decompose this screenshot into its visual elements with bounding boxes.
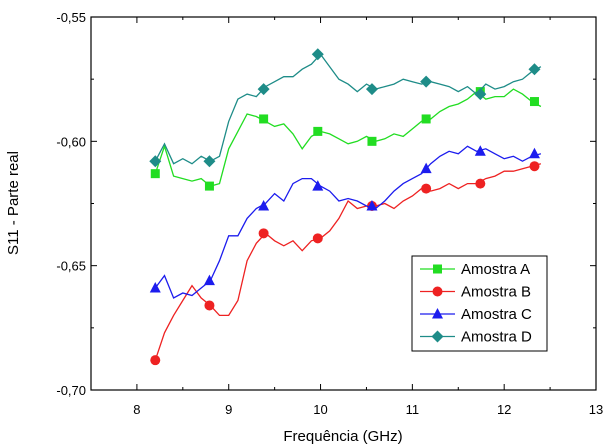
x-axis-label: Frequência (GHz) — [283, 428, 402, 445]
legend-marker — [432, 308, 443, 319]
data-point-amostra-d — [474, 88, 487, 101]
x-tick-label: 10 — [313, 402, 327, 417]
x-tick-label: 13 — [589, 402, 603, 417]
legend-marker — [432, 286, 443, 297]
series-amostra-a — [150, 87, 542, 191]
data-point-amostra-d — [257, 83, 270, 96]
series-amostra-c — [149, 145, 542, 299]
series-amostra-d — [149, 48, 542, 168]
data-point-amostra-b — [475, 178, 486, 189]
legend-label: Amostra B — [461, 284, 531, 301]
data-point-amostra-b — [258, 228, 269, 239]
data-point-amostra-c — [366, 199, 378, 211]
data-point-amostra-b — [150, 355, 161, 366]
data-point-amostra-a — [259, 114, 269, 124]
x-tick-label: 12 — [497, 402, 511, 417]
data-point-amostra-d — [311, 48, 324, 61]
y-axis-label: S11 - Parte real — [5, 151, 22, 255]
data-point-amostra-c — [420, 162, 432, 174]
series-amostra-b — [150, 161, 542, 366]
data-point-amostra-a — [204, 181, 214, 191]
data-point-amostra-d — [420, 75, 433, 88]
data-point-amostra-c — [528, 147, 540, 159]
series-layer — [149, 48, 542, 366]
data-point-amostra-a — [367, 136, 377, 146]
legend-label: Amostra D — [461, 329, 532, 346]
data-point-amostra-c — [149, 282, 161, 293]
x-tick-label: 11 — [406, 402, 420, 417]
y-tick-label: -0,70 — [56, 383, 86, 398]
legend-entry-amostra-b: Amostra B — [420, 284, 531, 301]
y-tick-label: -0,55 — [56, 10, 86, 25]
legend-marker — [431, 330, 444, 343]
legend-entry-amostra-c: Amostra C — [420, 306, 532, 323]
data-point-amostra-a — [313, 126, 323, 136]
y-tick-label: -0,65 — [56, 259, 86, 274]
legend-marker — [433, 264, 442, 274]
data-point-amostra-d — [149, 155, 162, 168]
data-point-amostra-d — [203, 155, 216, 168]
legend-label: Amostra C — [461, 306, 532, 323]
data-point-amostra-b — [529, 161, 540, 172]
legend: Amostra A Amostra B Amostra C Amostra D — [411, 255, 548, 352]
legend-entry-amostra-d: Amostra D — [420, 329, 532, 346]
data-point-amostra-c — [203, 274, 215, 286]
legend-entry-amostra-a: Amostra A — [420, 261, 530, 278]
x-tick-label: 8 — [133, 402, 140, 417]
data-point-amostra-d — [528, 63, 541, 76]
series-line-amostra-d — [154, 53, 542, 165]
data-point-amostra-d — [365, 83, 378, 96]
data-point-amostra-a — [150, 169, 160, 179]
data-point-amostra-b — [421, 183, 432, 194]
x-axis: 8 9 10 11 12 13 — [90, 17, 603, 417]
legend-label: Amostra A — [461, 261, 530, 278]
data-point-amostra-a — [421, 114, 431, 124]
data-point-amostra-b — [312, 233, 323, 244]
x-tick-label: 9 — [225, 402, 232, 417]
data-point-amostra-c — [474, 145, 486, 156]
series-line-amostra-a — [154, 88, 542, 187]
data-point-amostra-c — [258, 199, 270, 211]
data-point-amostra-c — [312, 180, 324, 191]
data-point-amostra-b — [204, 300, 215, 311]
y-axis: -0,70 -0,65 -0,60 -0,55 — [56, 10, 596, 398]
y-tick-label: -0,60 — [56, 134, 86, 149]
data-point-amostra-a — [529, 97, 539, 107]
series-line-amostra-c — [154, 145, 542, 299]
